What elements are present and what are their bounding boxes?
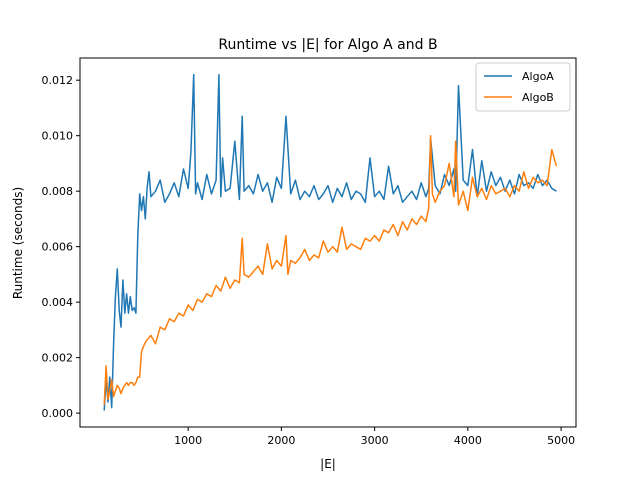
y-tick-label: 0.008	[42, 185, 74, 198]
y-tick-label: 0.006	[42, 241, 74, 254]
y-axis: 0.000 0.002 0.004 0.006 0.008 0.010 0.012	[42, 74, 80, 420]
x-axis: 1000 2000 3000 4000 5000	[174, 427, 575, 447]
legend-box	[475, 62, 571, 112]
series-line-algoa	[103, 73, 557, 411]
legend: AlgoA AlgoB	[475, 62, 571, 112]
axes-frame	[79, 57, 577, 428]
y-tick-label: 0.000	[42, 407, 74, 420]
plot-area	[103, 73, 558, 411]
x-tick-label: 4000	[454, 434, 482, 447]
y-tick-label: 0.002	[42, 352, 74, 365]
x-tick-label: 3000	[361, 434, 389, 447]
y-axis-label: Runtime (seconds)	[11, 187, 25, 299]
chart-title: Runtime vs |E| for Algo A and B	[218, 37, 437, 53]
y-tick-label: 0.004	[42, 296, 74, 309]
x-tick-label: 5000	[547, 434, 575, 447]
x-tick-label: 1000	[174, 434, 202, 447]
legend-label-algob: AlgoB	[522, 91, 554, 104]
legend-label-algoa: AlgoA	[522, 70, 554, 83]
y-tick-label: 0.012	[42, 74, 74, 87]
x-axis-label: |E|	[320, 457, 336, 471]
series-line-algob	[103, 134, 558, 405]
x-tick-label: 2000	[267, 434, 295, 447]
y-tick-label: 0.010	[42, 130, 74, 143]
